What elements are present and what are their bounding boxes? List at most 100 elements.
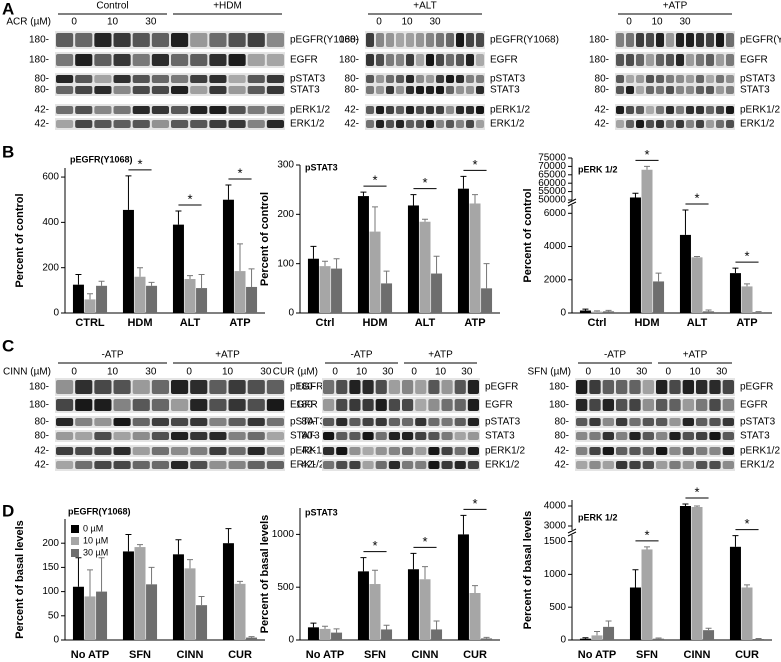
blot-band	[228, 432, 246, 440]
dose-label: 30	[461, 367, 473, 378]
error-bar	[744, 283, 750, 287]
blot-band	[676, 86, 684, 94]
bar	[331, 268, 343, 313]
blot-band	[616, 380, 628, 394]
y-tick-label: 500	[277, 582, 294, 593]
blot-band	[709, 380, 721, 394]
blot-band	[589, 432, 601, 440]
blot-band	[209, 418, 227, 426]
blot-band	[602, 447, 614, 455]
blot-band	[626, 120, 634, 128]
blot-band	[696, 399, 708, 411]
blot-band	[396, 54, 404, 66]
error-bar	[148, 566, 155, 585]
bar	[172, 224, 184, 313]
blot-band	[466, 86, 474, 94]
error-bar	[483, 263, 490, 289]
blot-band	[75, 380, 93, 394]
error-bar	[372, 206, 378, 232]
blot-band	[709, 461, 721, 469]
mw-label: 42-	[35, 460, 49, 471]
protein-label: STAT3	[740, 85, 770, 96]
mw-label: 42-	[302, 460, 316, 471]
blot-band	[75, 418, 93, 426]
bar	[741, 587, 753, 640]
condition-label: +ATP	[683, 350, 708, 361]
blot-band	[576, 432, 588, 440]
blot-band	[629, 418, 641, 426]
blot-band	[426, 75, 434, 83]
blot-band	[415, 418, 427, 426]
y-tick-label: 1000	[544, 569, 567, 580]
bar	[729, 273, 741, 313]
blot-band	[406, 54, 414, 66]
blot-band	[456, 75, 464, 83]
blot-band	[602, 399, 614, 411]
bar	[603, 311, 615, 313]
blot-band	[646, 106, 654, 114]
blot-band	[151, 86, 169, 94]
bar	[96, 285, 108, 313]
error-bar	[410, 194, 417, 206]
blot-band	[209, 33, 227, 47]
x-tick-label: Ctrl	[316, 317, 335, 329]
mw-label: 180-	[549, 400, 569, 411]
blot-strip	[55, 104, 285, 116]
blot-band	[706, 75, 714, 83]
y-tick-label: 150	[42, 562, 59, 573]
bar	[134, 547, 146, 640]
dose-axis-label: CUR (µM)	[273, 367, 318, 378]
blot-band	[151, 380, 169, 394]
bar	[184, 279, 196, 313]
blot-band	[476, 33, 484, 47]
blot-band	[656, 54, 664, 66]
blot-band	[266, 75, 284, 83]
mw-label: 80-	[555, 431, 569, 442]
blot-band	[94, 418, 112, 426]
bar	[629, 587, 641, 640]
panel-label: B	[2, 142, 14, 161]
bar	[72, 284, 84, 313]
blot-band	[151, 120, 169, 128]
y-axis-label: Percent of basal levels	[522, 511, 534, 630]
blot-band	[656, 75, 664, 83]
error-bar	[582, 637, 589, 639]
y-tick-label: 300	[277, 160, 294, 171]
blot-band	[113, 380, 131, 394]
blot-band	[171, 33, 189, 47]
blot-band	[454, 432, 466, 440]
blot-band	[247, 399, 265, 411]
blot-band	[386, 33, 394, 47]
bar	[741, 286, 753, 313]
blot-band	[629, 380, 641, 394]
blot-band	[75, 54, 93, 66]
error-bar	[582, 308, 589, 311]
blot-band	[113, 75, 131, 83]
blot-band	[388, 461, 400, 469]
condition-label: +ATP	[663, 1, 688, 12]
blot-band	[656, 432, 668, 440]
y-tick-label: 500	[549, 602, 566, 613]
axis-break	[567, 531, 577, 537]
protein-label: pERK1/2	[290, 105, 330, 116]
blot-band	[406, 75, 414, 83]
blot-band	[75, 75, 93, 83]
bar	[679, 506, 691, 640]
blot-band	[190, 33, 208, 47]
bar	[603, 626, 615, 640]
blot-band	[646, 86, 654, 94]
protein-label: pSTAT3	[485, 417, 521, 428]
blot-band	[190, 432, 208, 440]
blot-band	[666, 54, 674, 66]
bar	[172, 554, 184, 640]
blot-strip	[55, 416, 285, 428]
mw-label: 42-	[35, 446, 49, 457]
blot-band	[642, 447, 654, 455]
blot-band	[676, 106, 684, 114]
blot-band	[388, 399, 400, 411]
significance-star: *	[644, 147, 649, 162]
bar	[319, 628, 331, 640]
blot-band	[402, 461, 414, 469]
error-bar	[98, 557, 105, 592]
error-bar	[483, 636, 490, 639]
